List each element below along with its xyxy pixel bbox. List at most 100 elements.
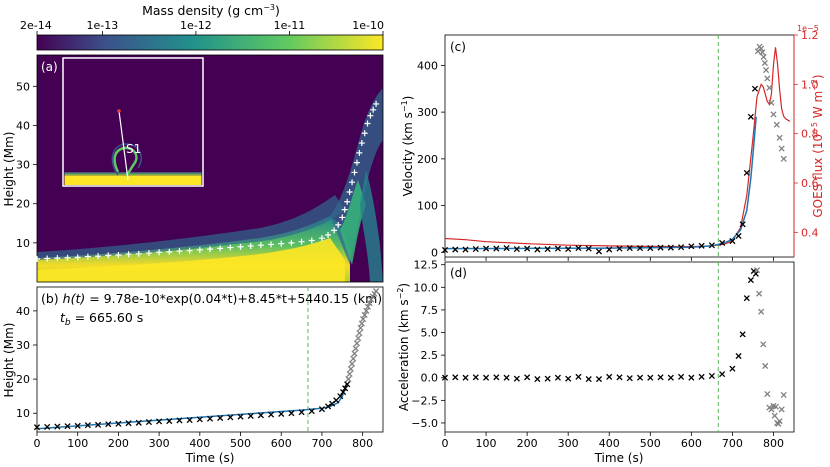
inset-full-view: S1 bbox=[62, 57, 204, 187]
velocity-point bbox=[688, 243, 695, 250]
tracked-height-marker bbox=[335, 221, 342, 228]
tracked-height-marker bbox=[318, 235, 325, 242]
acceleration-point bbox=[544, 375, 551, 382]
height-point-excluded bbox=[350, 355, 357, 362]
height-point bbox=[156, 418, 163, 425]
height-point bbox=[267, 411, 275, 418]
y-tick-label: 12.5 bbox=[414, 259, 439, 272]
acceleration-point bbox=[647, 374, 654, 381]
height-point-excluded bbox=[364, 303, 371, 310]
y-tick-label: 10 bbox=[16, 407, 30, 420]
velocity-point bbox=[472, 245, 479, 253]
y-tick-label: −5.0 bbox=[411, 417, 438, 430]
acceleration-point-excluded bbox=[772, 403, 779, 410]
tracked-height-marker bbox=[227, 244, 234, 251]
eruption-structure bbox=[330, 88, 383, 265]
x-tick-label: 700 bbox=[311, 437, 332, 450]
height-point bbox=[84, 422, 91, 429]
x-tick-label: 300 bbox=[558, 437, 579, 450]
y-tick-label: 0.6 bbox=[801, 177, 819, 190]
panel-b-axes: 0 100 200 300 400 500 600 700 800 10 20 30 40 bbox=[16, 305, 373, 450]
tracked-height-marker bbox=[186, 247, 193, 254]
velocity-point bbox=[719, 239, 726, 247]
height-point bbox=[298, 409, 305, 416]
tracked-height-marker bbox=[349, 179, 356, 186]
dense-band-core bbox=[37, 238, 345, 282]
velocity-point-excluded bbox=[760, 53, 767, 61]
height-point bbox=[74, 422, 81, 429]
y-tick-label: 40 bbox=[16, 305, 30, 318]
y-tick-label: 2.5 bbox=[421, 349, 439, 362]
tracked-height-marker bbox=[145, 250, 152, 257]
height-point bbox=[33, 424, 41, 431]
height-point bbox=[64, 423, 71, 430]
acceleration-point-excluded bbox=[756, 290, 763, 297]
panel-b-tb: tb = 665.60 s bbox=[60, 310, 143, 328]
tracked-height-marker bbox=[84, 253, 91, 260]
tracked-height-marker bbox=[237, 243, 244, 250]
y-tick-label: 7.5 bbox=[421, 304, 439, 317]
panel-d-ylabel: Acceleration (km s−2) bbox=[396, 283, 411, 411]
velocity-point bbox=[544, 245, 551, 253]
acceleration-point bbox=[729, 365, 736, 372]
y-tick-label: 30 bbox=[16, 159, 30, 172]
panel-a-ylabel: Height (Mm) bbox=[2, 132, 16, 207]
panel-c: (c) 0 100 200 300 400 0.4 0.6 0.8 1.0 1.2 Velocit… bbox=[400, 24, 825, 261]
acceleration-point bbox=[575, 373, 582, 380]
y-tick-label: 0 bbox=[431, 246, 438, 259]
tracked-height-marker bbox=[44, 255, 51, 262]
tracked-height-marker bbox=[34, 255, 40, 262]
velocity-point bbox=[708, 242, 715, 249]
acceleration-point bbox=[565, 375, 572, 382]
height-point-excluded bbox=[357, 324, 364, 332]
tracked-height-marker bbox=[367, 112, 374, 119]
acceleration-point bbox=[747, 277, 754, 284]
colorbar-ticks bbox=[36, 31, 384, 35]
tracked-height-marker bbox=[64, 254, 71, 261]
tracked-height-marker bbox=[95, 253, 102, 260]
colorbar-tick-labels: 2e-14 1e-13 1e-12 1e-11 1e-10 bbox=[20, 19, 384, 32]
slit-s1 bbox=[118, 110, 129, 181]
acceleration-point-excluded bbox=[776, 418, 783, 425]
tracked-height-marker bbox=[370, 106, 377, 113]
velocity-point-excluded bbox=[759, 49, 766, 56]
velocity-point bbox=[524, 245, 531, 252]
panel-c-axes: 0 100 200 300 400 0.4 0.6 0.8 1.0 1.2 bbox=[417, 29, 819, 261]
x-tick-label: 500 bbox=[640, 437, 661, 450]
x-tick-label: 500 bbox=[230, 437, 251, 450]
colorbar-tick-label: 1e-13 bbox=[87, 19, 119, 32]
velocity-point bbox=[575, 245, 582, 252]
tracked-height-marker bbox=[196, 246, 203, 253]
y-tick-label: 50 bbox=[16, 80, 30, 93]
acceleration-point bbox=[698, 373, 705, 380]
height-point bbox=[217, 414, 224, 422]
height-point-excluded bbox=[347, 365, 354, 372]
tracked-height-marker bbox=[373, 100, 380, 107]
height-point-excluded bbox=[361, 311, 368, 319]
panel-b-plot bbox=[33, 287, 380, 432]
tracked-height-markers bbox=[34, 100, 380, 262]
panel-b-formula: (b) h(t) = 9.78e-10*exp(0.04*t)+8.45*t+5… bbox=[41, 291, 382, 306]
panel-c-y2-offset: 1e−5 bbox=[797, 24, 819, 33]
velocity-point-excluded bbox=[761, 59, 768, 67]
height-point bbox=[340, 389, 347, 396]
velocity-point bbox=[513, 245, 520, 253]
colorbar-tick-label: 1e-12 bbox=[180, 19, 212, 32]
panel-c-ylabel: Velocity (km s−1) bbox=[400, 96, 415, 197]
y-tick-label: 100 bbox=[417, 200, 438, 213]
y-tick-label: 400 bbox=[417, 59, 438, 72]
velocity-point bbox=[751, 85, 759, 92]
acceleration-point bbox=[493, 374, 500, 381]
height-point bbox=[44, 423, 51, 430]
x-tick-label: 0 bbox=[442, 437, 449, 450]
x-tick-label: 400 bbox=[189, 437, 210, 450]
velocity-point bbox=[667, 244, 674, 251]
acceleration-point bbox=[462, 374, 469, 381]
velocity-point bbox=[647, 245, 654, 252]
y-tick-label: 30 bbox=[16, 339, 30, 352]
acceleration-point-excluded bbox=[764, 390, 771, 398]
velocity-point-excluded bbox=[773, 121, 780, 128]
acceleration-point bbox=[585, 376, 592, 383]
slit-label: S1 bbox=[126, 142, 141, 156]
panel-c-plot bbox=[441, 35, 791, 257]
